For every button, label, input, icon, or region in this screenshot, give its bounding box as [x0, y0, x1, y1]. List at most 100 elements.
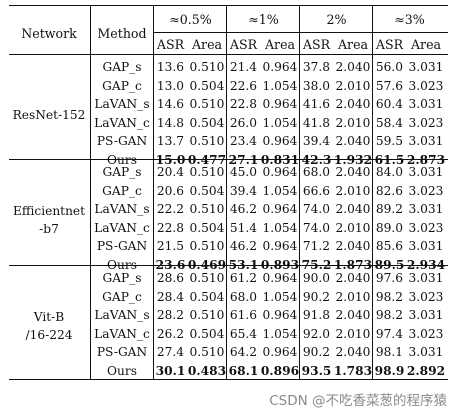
- area-value: 3.031: [408, 308, 444, 323]
- area-value: 1.054: [262, 183, 298, 198]
- asr-value: 28.6: [156, 271, 185, 285]
- asr-value: 68.0: [229, 289, 258, 304]
- area-value: 2.040: [335, 202, 371, 217]
- header-asr: ASR: [156, 37, 185, 52]
- area-value: 0.893: [260, 258, 300, 272]
- area-value: 0.510: [189, 134, 225, 149]
- area-value: 0.831: [260, 153, 300, 167]
- method-name: PS-GAN: [96, 239, 148, 254]
- asr-value: 14.8: [156, 115, 185, 130]
- area-value: 2.040: [335, 308, 371, 323]
- asr-value: 58.4: [375, 115, 404, 130]
- area-value: 0.469: [187, 258, 227, 272]
- area-value: 2.040: [335, 271, 371, 285]
- asr-value: 27.4: [156, 345, 185, 360]
- asr-value: 59.5: [375, 134, 404, 149]
- asr-value: 22.6: [229, 78, 258, 93]
- area-value: 0.510: [189, 239, 225, 254]
- method-name: GAP_c: [102, 183, 142, 198]
- asr-value: 23.6: [155, 258, 186, 272]
- asr-value: 21.5: [156, 239, 185, 254]
- area-value: 2.040: [335, 97, 371, 112]
- header-group: ≈0.5%: [169, 12, 212, 27]
- asr-value: 89.0: [375, 220, 404, 235]
- column-divider: [225, 5, 227, 379]
- network-name: /16-224: [25, 327, 73, 342]
- header-area: Area: [337, 37, 369, 52]
- asr-value: 61.2: [229, 271, 258, 285]
- area-value: 0.964: [262, 239, 298, 254]
- method-name: Ours: [107, 364, 137, 378]
- area-value: 2.873: [406, 153, 446, 167]
- area-value: 0.964: [262, 202, 298, 217]
- method-name: LaVAN_s: [94, 202, 150, 217]
- section-rule: [9, 159, 448, 160]
- area-value: 0.504: [189, 115, 225, 130]
- header-area: Area: [410, 37, 442, 52]
- area-value: 3.031: [408, 60, 444, 74]
- area-value: 2.934: [406, 258, 446, 272]
- header-rule: [9, 54, 448, 55]
- method-name: GAP_s: [102, 271, 142, 285]
- method-name: PS-GAN: [96, 134, 148, 149]
- area-value: 1.054: [262, 78, 298, 93]
- bottom-rule: [9, 379, 448, 381]
- area-value: 0.510: [189, 271, 225, 285]
- area-value: 1.054: [262, 289, 298, 304]
- area-value: 0.510: [189, 345, 225, 360]
- area-value: 0.896: [260, 364, 300, 378]
- area-value: 0.964: [262, 60, 298, 74]
- area-value: 2.892: [406, 364, 446, 378]
- header-group: 2%: [326, 12, 347, 27]
- asr-value: 13.7: [156, 134, 185, 149]
- asr-value: 41.8: [302, 115, 331, 130]
- area-value: 0.510: [189, 97, 225, 112]
- method-name: GAP_c: [102, 289, 142, 304]
- watermark: CSDN @不吃香菜葱的程序猿: [269, 393, 447, 409]
- asr-value: 57.6: [375, 78, 404, 93]
- area-value: 0.510: [189, 60, 225, 74]
- area-value: 0.964: [262, 97, 298, 112]
- area-value: 1.783: [333, 364, 373, 378]
- asr-value: 84.0: [375, 165, 404, 179]
- asr-value: 51.4: [229, 220, 258, 235]
- area-value: 3.031: [408, 239, 444, 254]
- area-value: 1.054: [262, 220, 298, 235]
- asr-value: 61.6: [229, 308, 258, 323]
- group-header-rule: [154, 32, 448, 33]
- area-value: 0.964: [262, 308, 298, 323]
- asr-value: 91.8: [302, 308, 331, 323]
- area-value: 2.010: [335, 183, 371, 198]
- column-divider: [298, 5, 300, 379]
- area-value: 2.040: [335, 345, 371, 360]
- header-area: Area: [191, 37, 223, 52]
- asr-value: 37.8: [302, 60, 331, 74]
- header-area: Area: [264, 37, 296, 52]
- asr-value: 65.4: [229, 326, 258, 341]
- asr-value: 26.0: [229, 115, 258, 130]
- asr-value: 56.0: [375, 60, 404, 74]
- area-value: 2.010: [335, 289, 371, 304]
- area-value: 3.031: [408, 165, 444, 179]
- asr-value: 71.2: [302, 239, 331, 254]
- asr-value: 68.0: [302, 165, 331, 179]
- column-divider: [89, 5, 91, 379]
- asr-value: 98.2: [375, 308, 404, 323]
- area-value: 3.031: [408, 271, 444, 285]
- asr-value: 15.0: [155, 153, 186, 167]
- asr-value: 74.0: [302, 220, 331, 235]
- network-name: ResNet-152: [12, 107, 86, 122]
- area-value: 0.510: [189, 165, 225, 179]
- header-network: Network: [21, 25, 77, 41]
- area-value: 1.054: [262, 326, 298, 341]
- area-value: 3.023: [408, 326, 444, 341]
- area-value: 0.504: [189, 289, 225, 304]
- asr-value: 39.4: [302, 134, 331, 149]
- asr-value: 90.2: [302, 345, 331, 360]
- asr-value: 20.6: [156, 183, 185, 198]
- asr-value: 28.2: [156, 308, 185, 323]
- area-value: 2.010: [335, 220, 371, 235]
- area-value: 2.010: [335, 78, 371, 93]
- header-method: Method: [97, 25, 147, 41]
- asr-value: 13.0: [156, 78, 185, 93]
